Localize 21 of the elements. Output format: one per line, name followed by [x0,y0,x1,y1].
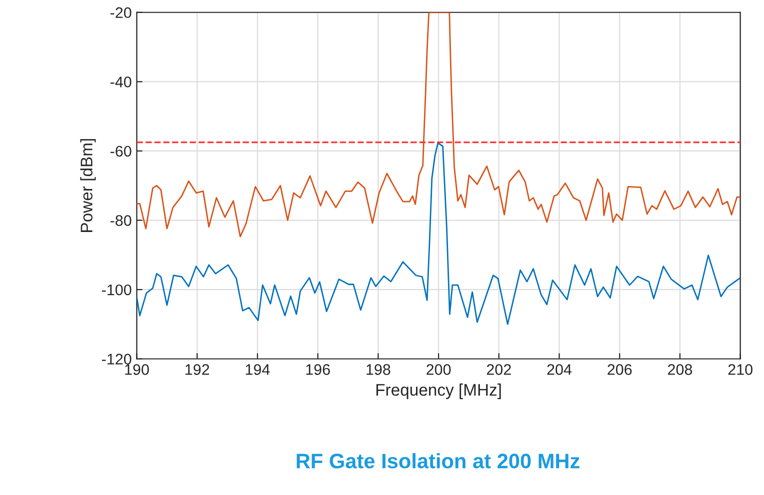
y-tick-label: -60 [110,146,132,157]
x-tick-label: 206 [608,364,632,375]
y-tick-label: -20 [110,7,132,18]
y-tick-label: -100 [102,284,132,296]
y-tick-label: -40 [110,76,132,88]
x-tick-label: 192 [186,364,210,375]
x-axis-title: Frequency [MHz] [376,384,501,400]
y-tick-label: -120 [102,354,132,365]
text: RF Gate Isolation at 200 MHz [296,453,580,468]
x-tick-label: 208 [668,364,692,375]
x-tick-label: 202 [486,364,511,375]
y-tick-label: -80 [110,215,132,226]
x-tick-label: 210 [728,364,752,375]
x-tick-label: 198 [366,364,390,375]
y-axis-title: Power [dBm] [80,139,96,232]
x-tick-label: 204 [547,364,572,375]
line-series [136,142,740,325]
x-tick-label: 194 [246,364,270,375]
x-tick-label: 200 [426,364,451,375]
x-tick-label: 196 [306,364,330,375]
x-tick-label: 190 [125,364,149,375]
